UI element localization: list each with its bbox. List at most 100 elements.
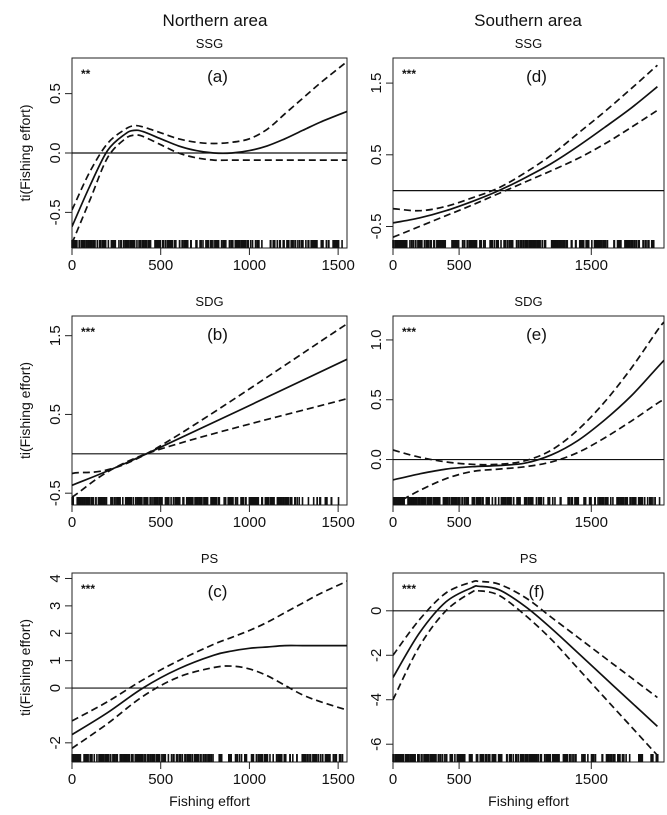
x-tick-label: 1500 [575,257,608,274]
y-tick-label: 0.0 [368,449,385,470]
panel-title: SDG [195,294,223,309]
y-tick-label: 0.5 [368,144,385,165]
fit-line [393,584,658,728]
x-tick-label: 0 [68,257,76,274]
significance-marker: *** [402,67,416,81]
fit-line [393,86,658,224]
rug-marks [71,754,344,762]
x-tick-label: 0 [389,257,397,274]
y-axis-label: ti(Fishing effort) [17,619,33,716]
panel-title: SDG [514,294,542,309]
x-tick-label: 1000 [233,771,266,788]
confidence-band-line [393,109,658,238]
x-tick-label: 1500 [575,771,608,788]
y-tick-label: -6 [368,738,385,751]
x-axis-label: Fishing effort [169,793,250,809]
series-group [393,579,659,756]
y-tick-label: 1.0 [368,329,385,350]
y-tick-label: -0.5 [47,199,64,225]
plot-frame [71,315,348,506]
panels: SSG(a)**0 500 1000 1500-0.50.00.5ti(Fishing… [17,36,665,809]
panel-tag: (a) [207,67,228,86]
series-group [393,321,664,505]
x-tick-label: 500 [148,257,173,274]
x-tick-label: 500 [447,514,472,531]
fit-line [72,644,347,736]
panel-title: SSG [515,36,542,51]
confidence-band-line [72,134,347,244]
rug-marks [71,497,340,505]
y-tick-label: -4 [368,693,385,706]
panel-tag: (b) [207,325,228,344]
panel-tag: (e) [526,325,547,344]
y-tick-label: 0 [368,607,385,615]
panel-tag: (f) [528,582,544,601]
y-axis-label: ti(Fishing effort) [17,362,33,459]
significance-marker: *** [81,582,95,596]
panel-title: PS [520,551,538,566]
y-tick-label: -2 [368,649,385,662]
confidence-band-line [393,321,664,466]
column-title-southern: Southern area [474,11,582,30]
significance-marker: *** [402,325,416,339]
series-group [72,60,347,244]
x-tick-label: 500 [148,771,173,788]
x-axis-label: Fishing effort [488,793,569,809]
y-tick-label: 1 [47,656,64,664]
plot-frame [392,57,665,249]
x-tick-label: 500 [447,771,472,788]
panel-c: PS (c) *** 0 500 1000 1500 -2 0 1 2 3 4 ti(Fishing ef… [17,551,355,809]
y-tick-label: -0.5 [47,480,64,506]
panel-title: SSG [196,36,223,51]
significance-marker: *** [81,325,95,339]
x-tick-label: 1500 [321,257,354,274]
confidence-band-line [72,323,347,475]
fit-line [72,358,347,487]
fit-line [72,110,347,227]
confidence-band-line [393,64,658,212]
confidence-band-line [72,580,347,722]
y-tick-label: 0.0 [47,143,64,164]
panel-tag: (d) [526,67,547,86]
panel-d: SSG (d) *** 0 500 1500 -0.5 0.5 1.5 [368,36,665,274]
significance-marker: *** [402,582,416,596]
confidence-band-line [72,665,347,749]
plot-frame [392,315,665,506]
x-tick-label: 500 [447,257,472,274]
x-tick-label: 1500 [321,771,354,788]
x-tick-label: 0 [68,514,76,531]
confidence-band-line [72,60,347,211]
rug-marks [392,240,655,248]
y-tick-label: -2 [47,736,64,749]
column-title-northern: Northern area [163,11,268,30]
series-group [72,323,347,498]
panel-a: SSG (a) ** 0 500 1000 1500 -0.5 0.0 0.5 ti(Fishing… [17,36,355,274]
confidence-band-line [393,589,659,756]
y-tick-label: 1.5 [47,325,64,346]
series-group [72,580,347,749]
panel-f: PS (f) *** 0 500 1500 -6 -4 -2 0 Fishing effort [368,551,665,809]
rug-marks [392,497,661,505]
x-tick-label: 0 [68,771,76,788]
y-axis-label: ti(Fishing effort) [17,105,33,202]
fit-line [393,359,664,481]
x-tick-label: 1500 [321,514,354,531]
confidence-band-line [393,579,658,699]
panel-b: SDG (b) *** 0 500 1000 1500 -0.5 0.5 1.5 ti(Fishin… [17,294,355,531]
y-tick-label: 0.5 [47,83,64,104]
x-tick-label: 500 [148,514,173,531]
y-tick-label: 0 [47,684,64,692]
rug-marks [392,754,659,762]
y-tick-label: 0.5 [368,389,385,410]
y-tick-label: 3 [47,602,64,610]
panel-title: PS [201,551,219,566]
confidence-band-line [72,397,347,498]
plot-frame [392,572,665,763]
significance-marker: ** [81,67,91,81]
x-tick-label: 1000 [233,514,266,531]
x-tick-label: 1000 [233,257,266,274]
plot-frame [71,572,348,763]
panel-tag: (c) [208,582,228,601]
panel-e: SDG (e) *** 0 500 1500 0.0 0.5 1.0 [368,294,665,531]
